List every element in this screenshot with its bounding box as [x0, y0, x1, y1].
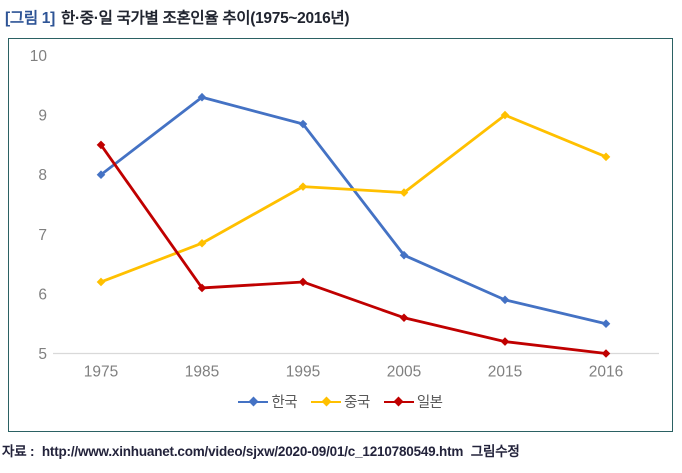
- china-line-marker-icon: [311, 396, 342, 407]
- korea-line-marker-icon: [238, 396, 269, 407]
- legend-item-china: 중국: [311, 391, 370, 412]
- legend-label-china: 중국: [344, 395, 370, 411]
- svg-text:2016: 2016: [589, 364, 623, 381]
- svg-text:1975: 1975: [84, 364, 118, 381]
- source-note: 그림수정: [470, 444, 520, 459]
- svg-text:6: 6: [38, 286, 47, 303]
- svg-text:2005: 2005: [387, 364, 421, 381]
- japan-line-marker-icon: [383, 396, 414, 407]
- source-line: 자료 : http://www.xinhuanet.com/video/sjxw…: [2, 440, 520, 460]
- svg-text:1995: 1995: [286, 364, 320, 381]
- chart-legend: 한국 중국 일본: [9, 391, 672, 412]
- figure-title: [그림 1] 한·중·일 국가별 조혼인율 추이(1975~2016년): [5, 6, 350, 28]
- figure-title-text: 한·중·일 국가별 조혼인율 추이(1975~2016년): [60, 10, 350, 27]
- legend-item-japan: 일본: [383, 391, 443, 412]
- source-label: 자료 :: [2, 444, 35, 459]
- source-url: http://www.xinhuanet.com/video/sjxw/2020…: [41, 444, 464, 459]
- svg-text:8: 8: [38, 167, 47, 184]
- svg-text:2015: 2015: [488, 364, 522, 381]
- svg-text:5: 5: [38, 346, 47, 363]
- chart-panel: 10 9 8 7 6 5 1975 1985 1995 2005 2015 2016 한국 중국 일본: [8, 38, 673, 432]
- legend-label-japan: 일본: [416, 395, 443, 411]
- line-chart: 10 9 8 7 6 5 1975 1985 1995 2005 2015 2016: [30, 48, 659, 381]
- svg-text:10: 10: [30, 48, 48, 65]
- figure-number-tag: [그림 1]: [5, 10, 55, 27]
- svg-text:1985: 1985: [185, 364, 219, 381]
- svg-text:7: 7: [38, 227, 47, 244]
- legend-item-korea: 한국: [238, 391, 298, 412]
- legend-label-korea: 한국: [271, 395, 298, 411]
- svg-text:9: 9: [38, 108, 47, 125]
